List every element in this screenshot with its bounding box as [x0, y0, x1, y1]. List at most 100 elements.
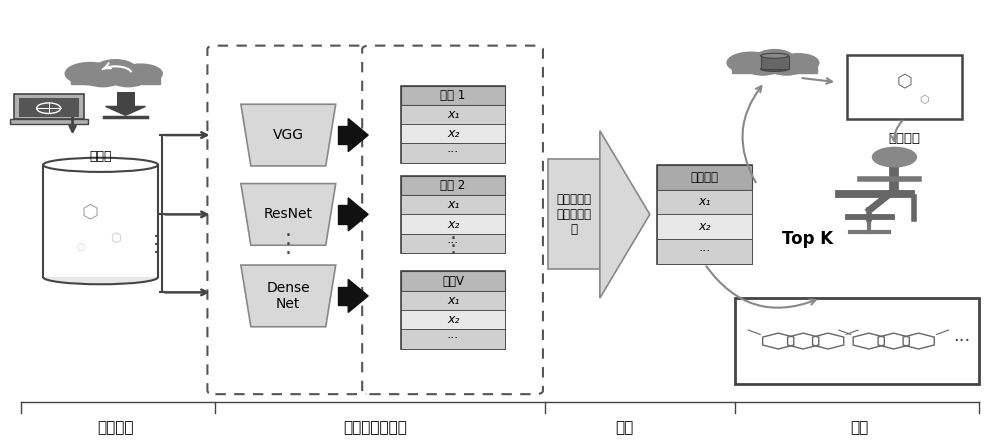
Text: 融合: 融合 [616, 421, 634, 435]
Bar [401, 271, 505, 291]
Text: x₂: x₂ [447, 313, 459, 326]
Bar [401, 124, 505, 143]
Text: x₂: x₂ [447, 217, 459, 231]
Text: 基于演化多
视图融合方
法: 基于演化多 视图融合方 法 [556, 193, 591, 236]
FancyBboxPatch shape [207, 46, 368, 394]
Bar [657, 239, 752, 264]
Circle shape [96, 60, 135, 77]
Circle shape [85, 71, 121, 87]
Circle shape [872, 148, 916, 167]
Text: ·: · [285, 244, 292, 264]
Bar [19, 98, 79, 117]
Bar [657, 165, 752, 264]
Bar [401, 85, 505, 163]
Bar [401, 214, 505, 234]
Circle shape [119, 64, 162, 83]
Bar [401, 291, 505, 310]
Text: 视图 2: 视图 2 [440, 179, 466, 192]
Bar [401, 271, 505, 349]
Polygon shape [338, 287, 348, 305]
Bar [657, 190, 752, 214]
Text: x₁: x₁ [447, 108, 459, 121]
Bar [401, 143, 505, 163]
Polygon shape [106, 107, 145, 115]
Text: VGG: VGG [273, 128, 304, 142]
Polygon shape [348, 279, 368, 312]
Bar [401, 329, 505, 349]
Bar [735, 298, 979, 384]
Text: Top K: Top K [782, 230, 833, 248]
Bar [657, 214, 752, 239]
Circle shape [746, 60, 780, 75]
Text: ·: · [153, 244, 160, 263]
Text: 视图 1: 视图 1 [440, 89, 466, 102]
Text: x₁: x₁ [447, 198, 459, 211]
Text: ·: · [153, 236, 160, 255]
Text: ⬡: ⬡ [82, 203, 99, 222]
Bar [761, 56, 789, 69]
Ellipse shape [43, 270, 158, 284]
Text: ·: · [450, 236, 457, 256]
Polygon shape [348, 118, 368, 152]
Polygon shape [338, 126, 348, 145]
Text: ···: ··· [447, 237, 459, 250]
Text: ·: · [153, 228, 160, 247]
Circle shape [727, 52, 775, 73]
Circle shape [65, 62, 116, 85]
Ellipse shape [43, 158, 158, 172]
Text: 融合空间: 融合空间 [691, 171, 719, 184]
Bar [847, 55, 962, 118]
Bar [71, 76, 160, 84]
Text: x₁: x₁ [447, 294, 459, 307]
Circle shape [756, 50, 793, 66]
Text: ·: · [450, 229, 457, 249]
Ellipse shape [761, 53, 789, 58]
Bar [657, 165, 752, 190]
Bar [401, 85, 505, 105]
Bar [401, 195, 505, 214]
Bar [401, 176, 505, 195]
Polygon shape [241, 183, 336, 245]
Polygon shape [348, 198, 368, 231]
Text: ···: ··· [699, 245, 711, 258]
Text: ⬡: ⬡ [897, 73, 912, 91]
Polygon shape [338, 205, 348, 224]
Text: ⬡: ⬡ [110, 232, 121, 245]
Text: ···: ··· [447, 146, 459, 160]
Text: ResNet: ResNet [264, 207, 313, 221]
Bar [845, 214, 894, 219]
Text: 待检索图: 待检索图 [888, 132, 920, 145]
Polygon shape [600, 131, 650, 298]
Bar [835, 190, 914, 197]
Circle shape [778, 54, 819, 72]
Text: 数据获取: 数据获取 [97, 421, 134, 435]
Text: x₁: x₁ [699, 195, 711, 209]
Text: 检索: 检索 [850, 421, 869, 435]
Text: 多视图特征提取: 多视图特征提取 [343, 421, 407, 435]
Text: x₂: x₂ [699, 220, 711, 233]
Bar [117, 92, 135, 107]
Text: x₂: x₂ [447, 127, 459, 140]
Text: Dense
Net: Dense Net [266, 281, 310, 311]
Circle shape [110, 71, 146, 87]
Text: ·: · [285, 235, 292, 255]
Text: ···: ··· [954, 332, 971, 350]
Bar [401, 234, 505, 253]
Bar [401, 310, 505, 329]
Text: ·: · [285, 226, 292, 247]
Polygon shape [241, 265, 336, 327]
Polygon shape [548, 159, 600, 270]
Bar [43, 165, 158, 277]
FancyBboxPatch shape [362, 46, 543, 394]
Text: ⬡: ⬡ [920, 95, 929, 105]
Text: ·: · [450, 244, 457, 264]
Bar [401, 105, 505, 124]
Circle shape [770, 60, 803, 75]
Polygon shape [241, 104, 336, 166]
Text: ···: ··· [447, 332, 459, 345]
Ellipse shape [761, 67, 789, 72]
Bar [10, 119, 88, 124]
Text: ○: ○ [76, 242, 85, 252]
Bar [732, 65, 817, 73]
Text: 视图V: 视图V [442, 274, 464, 288]
